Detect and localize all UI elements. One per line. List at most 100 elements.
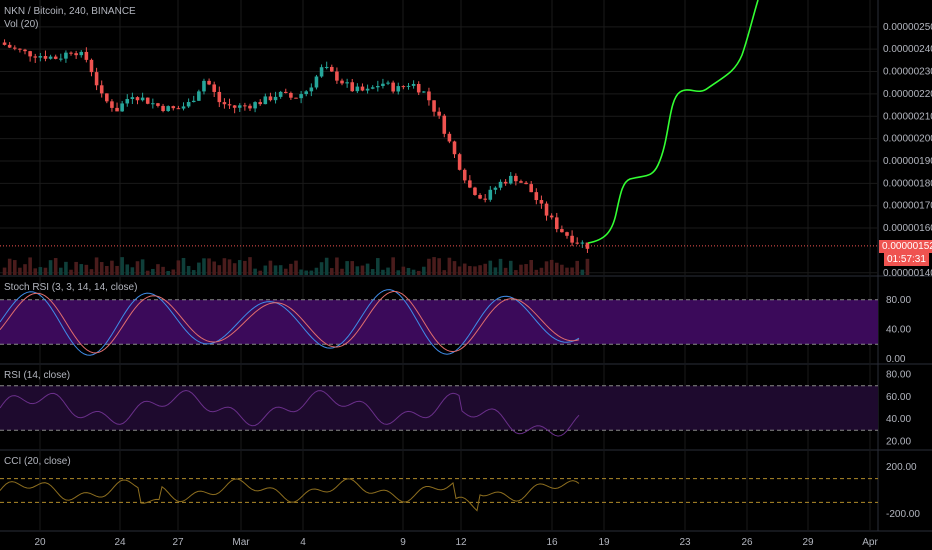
- candle-body: [514, 175, 518, 182]
- volume-bar: [243, 260, 247, 275]
- candle-body: [140, 97, 145, 101]
- candle-body: [560, 229, 564, 233]
- candle-body: [33, 56, 38, 58]
- volume-bar: [23, 264, 27, 275]
- volume-bar: [345, 261, 349, 275]
- candle-body: [151, 103, 155, 105]
- volume-bar: [462, 263, 467, 275]
- price-tick-label: 0.00000160: [883, 223, 932, 234]
- candle-body: [350, 82, 355, 92]
- volume-bar: [335, 257, 339, 275]
- volume-bar: [442, 270, 447, 275]
- candle-body: [462, 169, 467, 181]
- candle-body: [12, 47, 17, 49]
- candle-body: [191, 100, 196, 103]
- candle-body: [197, 91, 201, 101]
- volume-bar: [212, 261, 216, 275]
- candle-body: [468, 180, 472, 188]
- candle-body: [105, 93, 109, 102]
- candle-body: [99, 85, 104, 94]
- candle-body: [237, 105, 242, 108]
- volume-bar: [508, 260, 513, 275]
- volume-bar: [560, 264, 564, 275]
- candle-body: [135, 97, 140, 101]
- candle-body: [145, 97, 150, 104]
- date-tick-label: 29: [802, 537, 814, 548]
- candle-body: [289, 92, 293, 98]
- candle-body: [396, 86, 401, 92]
- volume-bar: [483, 263, 487, 275]
- candle-body: [585, 242, 590, 249]
- date-tick-label: 23: [679, 537, 691, 548]
- date-tick-label: 27: [172, 537, 184, 548]
- candle-body: [202, 80, 206, 92]
- volume-bar: [125, 264, 130, 275]
- volume-bar: [401, 266, 406, 275]
- candle-body: [386, 82, 390, 84]
- price-tick-label: 0.00000140: [883, 268, 932, 279]
- volume-bar: [237, 260, 242, 275]
- stoch-tick-label: 0.00: [886, 354, 906, 365]
- volume-bar: [28, 257, 32, 275]
- volume-bar: [386, 267, 390, 275]
- candle-body: [130, 97, 135, 100]
- volume-bar: [43, 267, 48, 275]
- volume-bar: [529, 259, 533, 275]
- date-tick-label: 16: [546, 537, 558, 548]
- volume-bar: [171, 269, 176, 275]
- candle-body: [176, 108, 181, 110]
- price-tick-label: 0.00000170: [883, 201, 932, 212]
- candle-body: [401, 86, 406, 88]
- volume-bar: [99, 262, 104, 275]
- candle-body: [94, 72, 99, 86]
- date-tick-label: 19: [598, 537, 610, 548]
- candle-body: [488, 189, 493, 200]
- candle-body: [544, 203, 549, 216]
- candle-body: [53, 56, 58, 59]
- volume-bar: [202, 258, 206, 275]
- candle-body: [268, 96, 273, 101]
- volume-bar: [176, 260, 181, 275]
- volume-bar: [488, 260, 493, 275]
- candle-body: [447, 133, 452, 142]
- volume-bar: [33, 268, 38, 275]
- candle-body: [437, 111, 441, 116]
- candle-body: [89, 59, 94, 73]
- volume-bar: [478, 265, 482, 275]
- volume-bar: [140, 259, 145, 275]
- date-tick-label: 20: [34, 537, 46, 548]
- price-tick-label: 0.00000180: [883, 178, 932, 189]
- volume-bar: [74, 261, 78, 275]
- volume-bar: [207, 258, 211, 275]
- candle-body: [64, 52, 68, 59]
- price-tick-label: 0.00000210: [883, 111, 932, 122]
- candle-body: [23, 49, 27, 52]
- candle-body: [452, 141, 457, 155]
- date-tick-label: Apr: [862, 537, 878, 548]
- candle-body: [232, 105, 237, 108]
- volume-label: Vol (20): [4, 19, 39, 30]
- candle-body: [273, 96, 278, 101]
- candle-body: [570, 235, 574, 243]
- candle-body: [345, 82, 349, 84]
- volume-bar: [248, 257, 252, 275]
- rsi-tick-label: 40.00: [886, 414, 911, 425]
- rsi-tick-label: 60.00: [886, 392, 911, 403]
- volume-bar: [181, 257, 186, 275]
- volume-bar: [253, 268, 257, 275]
- date-tick-label: 4: [300, 537, 306, 548]
- date-tick-label: 24: [114, 537, 126, 548]
- volume-bar: [304, 270, 309, 275]
- volume-bar: [151, 268, 155, 275]
- candle-body: [156, 103, 160, 106]
- volume-bar: [64, 261, 68, 275]
- candle-body: [432, 100, 436, 112]
- volume-bar: [319, 262, 324, 275]
- volume-bar: [130, 267, 135, 275]
- candle-body: [406, 85, 411, 87]
- candle-body: [48, 56, 53, 59]
- volume-bar: [12, 260, 17, 275]
- volume-bar: [519, 264, 523, 275]
- candle-body: [69, 52, 73, 54]
